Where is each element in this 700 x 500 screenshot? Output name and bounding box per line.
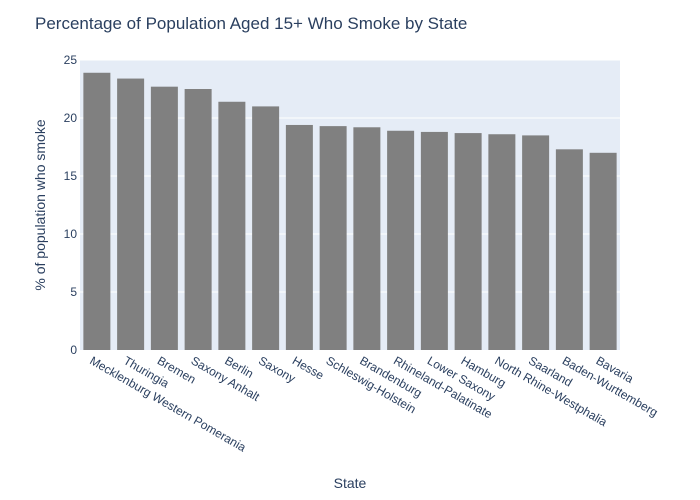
x-axis-title: State [334,475,367,491]
bar [454,133,482,350]
bar [218,101,246,350]
y-tick-label: 15 [64,169,78,183]
bar [420,131,448,350]
bar [555,149,583,350]
bar [117,78,145,350]
bar [522,135,550,350]
x-tick-label: Saxony [256,353,298,385]
bar [184,89,212,350]
bars [83,72,617,351]
bar [353,127,381,350]
bar [387,130,415,350]
bar [83,72,111,350]
bar [285,124,313,351]
y-tick-label: 25 [64,53,78,67]
x-tick-label: Hesse [290,353,327,382]
bar [589,152,617,350]
y-axis-title: % of population who smoke [32,119,48,290]
bar [150,86,178,351]
chart-title: Percentage of Population Aged 15+ Who Sm… [35,14,467,33]
bar [252,106,280,351]
y-tick-label: 0 [70,343,77,357]
y-tick-label: 20 [64,111,78,125]
bar [488,134,516,350]
y-axis-ticks: 0 5 10 15 20 25 [64,53,78,357]
x-axis-ticks: Mecklenburg Western PomeraniaThuringiaBr… [87,353,660,454]
bar [319,126,347,351]
y-tick-label: 10 [64,227,78,241]
y-tick-label: 5 [70,285,77,299]
